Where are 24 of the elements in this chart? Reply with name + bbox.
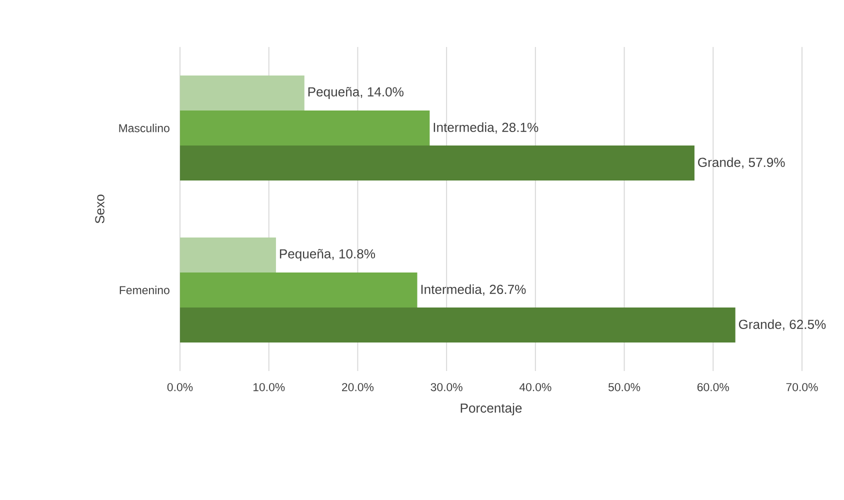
data-label: Pequeña, 14.0% [308, 86, 404, 100]
bar [180, 110, 430, 146]
x-tick-label: 60.0% [697, 383, 729, 392]
bar [180, 145, 694, 180]
x-tick-label: 0.0% [167, 383, 193, 392]
x-tick-label: 10.0% [253, 383, 285, 392]
x-tick-label: 20.0% [342, 383, 374, 392]
data-label: Intermedia, 28.1% [434, 122, 538, 134]
y-tick-label: Masculino [119, 124, 170, 132]
y-axis-title: Sexo [95, 194, 104, 224]
y-tick-label: Femenino [120, 286, 170, 294]
x-tick-label: 30.0% [430, 383, 462, 392]
data-label: Grande, 57.9% [698, 157, 785, 169]
bar [180, 272, 418, 308]
data-label: Pequeña, 10.8% [280, 248, 376, 262]
data-label: Intermedia, 26.7% [421, 284, 526, 296]
bar [180, 76, 304, 111]
data-label: Grande, 62.5% [738, 319, 826, 331]
bar [180, 238, 276, 272]
x-axis-title: Porcentaje [460, 403, 522, 416]
bar [180, 307, 736, 342]
x-tick-label: 70.0% [786, 383, 818, 392]
x-tick-label: 50.0% [608, 383, 640, 392]
x-tick-label: 40.0% [519, 383, 552, 392]
